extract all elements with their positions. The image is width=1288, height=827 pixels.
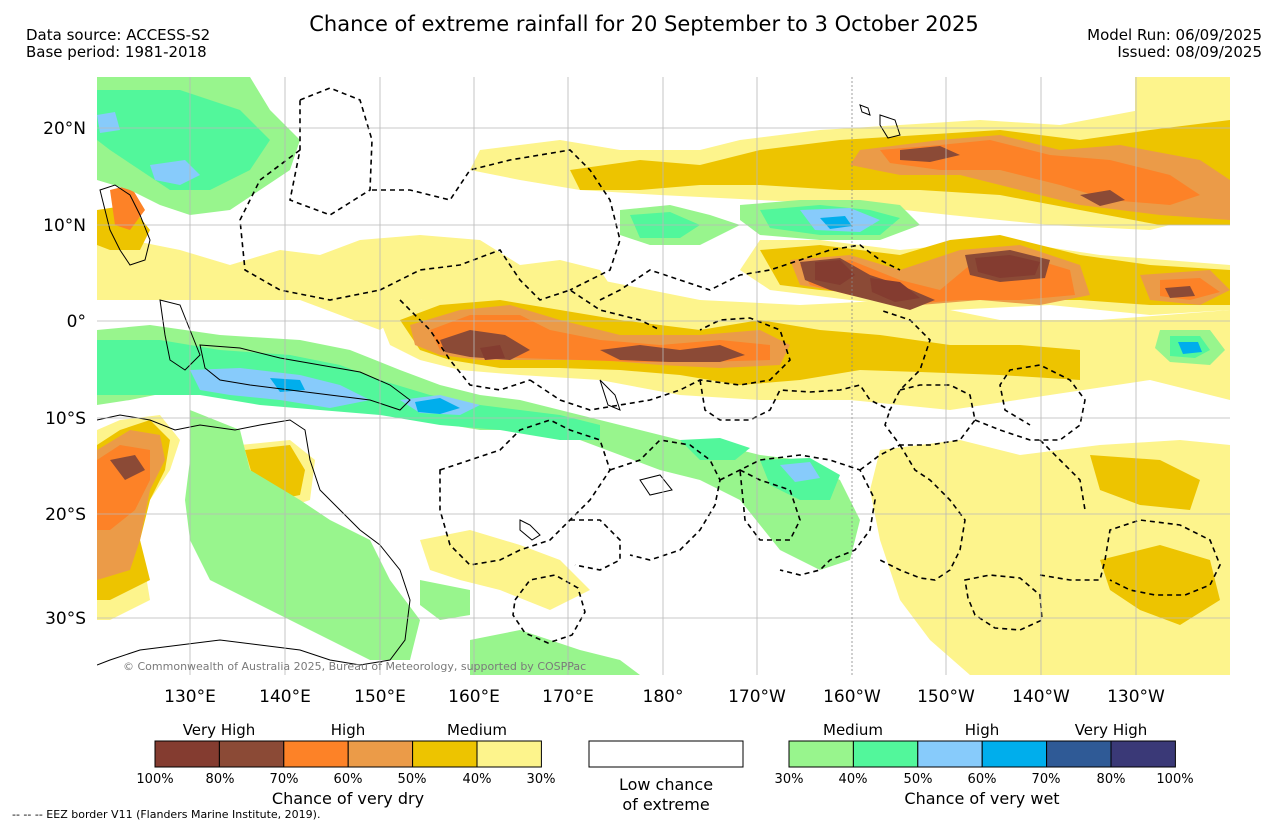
dry-tick: 30% bbox=[527, 772, 556, 787]
dry-swatch bbox=[412, 740, 478, 768]
lon-label: 170°E bbox=[542, 687, 594, 707]
graticule bbox=[97, 77, 1230, 675]
wet-legend-header: Very High bbox=[1075, 721, 1148, 739]
lon-label: 140°E bbox=[259, 687, 311, 707]
lat-label: 0° bbox=[67, 312, 86, 332]
longitude-labels: 130°E 140°E 150°E 160°E 170°E 180° 170°W… bbox=[164, 687, 1165, 707]
data-source-label: Data source: ACCESS-S2 bbox=[26, 26, 211, 44]
low-chance-legend: Low chance of extreme bbox=[588, 740, 744, 814]
dry-tick: 50% bbox=[398, 772, 427, 787]
model-run-label: Model Run: 06/09/2025 bbox=[1087, 26, 1262, 44]
latitude-labels: 20°N 10°N 0° 10°S 20°S 30°S bbox=[43, 119, 86, 629]
wet-swatch bbox=[917, 740, 983, 768]
rainfall-field bbox=[97, 77, 1230, 675]
lon-label: 130°W bbox=[1107, 687, 1165, 707]
issued-label: Issued: 08/09/2025 bbox=[1117, 43, 1262, 61]
lat-label: 10°S bbox=[45, 409, 86, 429]
wet-tick: 40% bbox=[839, 772, 868, 787]
dry-legend: Very High High Medium 100% 80% 70% 60% 5… bbox=[136, 721, 555, 808]
wet-swatch bbox=[1046, 740, 1112, 768]
eez-footnote: -- -- -- EEZ border V11 (Flanders Marine… bbox=[12, 808, 321, 821]
lat-label: 10°N bbox=[43, 216, 86, 236]
lat-label: 20°N bbox=[43, 119, 86, 139]
wet-legend-header: High bbox=[965, 721, 999, 739]
dry-extreme-areas bbox=[480, 255, 1040, 360]
wet-tick: 100% bbox=[1156, 772, 1193, 787]
map-title: Chance of extreme rainfall for 20 Septem… bbox=[309, 12, 979, 36]
dry-color-swatches bbox=[154, 740, 542, 768]
dry-swatch bbox=[218, 740, 285, 768]
wet-legend: Medium High Very High 30% 40% 50% 60% 70… bbox=[775, 721, 1194, 808]
low-chance-swatch bbox=[588, 740, 744, 768]
lat-label: 30°S bbox=[45, 609, 86, 629]
wet-tick-labels: 30% 40% 50% 60% 70% 80% 100% bbox=[775, 772, 1194, 787]
wet-tick: 60% bbox=[968, 772, 997, 787]
model-run-info: Model Run: 06/09/2025 Issued: 08/09/2025 bbox=[1087, 27, 1262, 61]
dry-legend-title: Chance of very dry bbox=[272, 789, 424, 808]
dry-swatch bbox=[283, 740, 349, 768]
dry-swatch bbox=[476, 740, 542, 768]
dry-tick-labels: 100% 80% 70% 60% 50% 40% 30% bbox=[136, 772, 555, 787]
dry-tick: 40% bbox=[463, 772, 492, 787]
lon-label: 170°W bbox=[728, 687, 786, 707]
low-chance-title-line1: Low chance bbox=[619, 775, 713, 794]
wet-swatch bbox=[788, 740, 854, 768]
dry-tick: 60% bbox=[334, 772, 363, 787]
lat-label: 20°S bbox=[45, 505, 86, 525]
wet-swatch bbox=[852, 740, 919, 768]
wet-legend-header: Medium bbox=[823, 721, 883, 739]
wet-swatch bbox=[981, 740, 1048, 768]
wet-swatch bbox=[1110, 740, 1176, 768]
lon-label: 180° bbox=[643, 687, 684, 707]
lon-label: 130°E bbox=[164, 687, 216, 707]
dry-tick: 100% bbox=[136, 772, 173, 787]
copyright-notice: © Commonwealth of Australia 2025, Bureau… bbox=[123, 660, 586, 673]
lon-label: 140°W bbox=[1012, 687, 1070, 707]
wet-tick: 70% bbox=[1032, 772, 1061, 787]
dry-legend-header: Medium bbox=[447, 721, 507, 739]
dry-tick: 70% bbox=[270, 772, 299, 787]
lon-label: 150°W bbox=[917, 687, 975, 707]
lon-label: 160°E bbox=[448, 687, 500, 707]
wet-tick: 50% bbox=[904, 772, 933, 787]
low-chance-title-line2: of extreme bbox=[622, 795, 709, 814]
dry-legend-header: Very High bbox=[183, 721, 256, 739]
dry-swatch bbox=[347, 740, 414, 768]
dry-swatch bbox=[154, 740, 220, 768]
wet-color-swatches bbox=[788, 740, 1176, 768]
eez-borders bbox=[239, 87, 1221, 644]
wet-legend-title: Chance of very wet bbox=[904, 789, 1059, 808]
lon-label: 160°W bbox=[823, 687, 881, 707]
wet-tick: 80% bbox=[1097, 772, 1126, 787]
data-source-info: Data source: ACCESS-S2 Base period: 1981… bbox=[26, 27, 210, 61]
base-period-label: Base period: 1981-2018 bbox=[26, 43, 207, 61]
dry-legend-header: High bbox=[331, 721, 365, 739]
wet-tick: 30% bbox=[775, 772, 804, 787]
dry-tick: 80% bbox=[206, 772, 235, 787]
lon-label: 150°E bbox=[354, 687, 406, 707]
